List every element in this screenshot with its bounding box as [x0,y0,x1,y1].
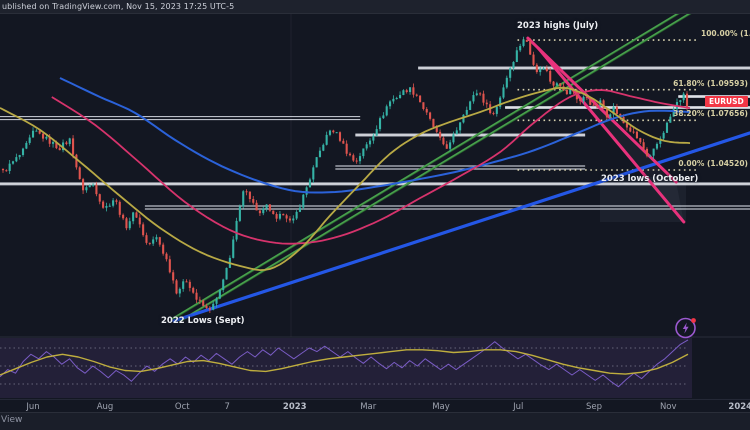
time-axis-label[interactable]: Jun [26,402,40,412]
time-axis-label[interactable]: Nov [659,402,677,412]
time-axis[interactable]: Jun Aug Oct 7 2023 Mar May Jul Sep Nov 2024 [0,399,750,413]
sr-band[interactable] [144,205,750,210]
fib-level-label: 0.00% (1.04520) [678,159,748,168]
green-channel-upper-edge [173,14,680,320]
symbol-price-tag: EURUSD [705,95,748,107]
time-axis-label[interactable]: 7 [224,402,230,412]
fib-level-label: 100.00% (1.12728) [701,29,750,39]
rsi-line [0,339,689,388]
magenta-downtrend-2[interactable] [536,46,686,224]
time-axis-label[interactable]: May [432,402,450,412]
time-axis-label[interactable]: 2024 [728,402,750,412]
publish-header-bar: ublished on TradingView.com, Nov 15, 202… [0,0,750,14]
time-axis-label[interactable]: 2023 [282,402,307,412]
fib-level-label: 61.80% (1.09593) [673,78,748,88]
bottom-bar: View [0,412,750,430]
time-axis-label[interactable]: Mar [360,402,377,412]
notification-dot [691,318,696,323]
rsi-signal-line [0,349,689,376]
ma-50-line[interactable] [0,86,691,272]
green-channel-lower-edge [181,14,692,322]
sr-band[interactable] [0,115,361,121]
fib-level-label: 38.20% (1.07656) [673,109,748,119]
green-channel-upper[interactable] [170,2,697,320]
annotation-2022-lows: 2022 Lows (Sept) [161,316,245,326]
rsi-pane[interactable] [0,338,692,398]
annotation-2023-lows: 2023 lows (October) [601,174,699,184]
magenta-downtrend-1[interactable] [526,36,678,184]
time-axis-label[interactable]: Jul [513,402,524,412]
ma-100-line[interactable] [51,89,691,245]
time-axis-label[interactable]: Sep [585,402,603,412]
time-axis-label[interactable]: Aug [96,402,114,412]
ma-200-line[interactable] [59,77,691,194]
lightning-bolt-icon [682,322,689,334]
time-axis-label[interactable]: Oct [174,402,190,412]
flash-button-circle [675,317,696,339]
publish-note: ublished on TradingView.com, Nov 15, 202… [2,2,235,11]
tradingview-watermark-fragment: View [1,415,23,425]
annotation-2023-highs: 2023 highs (July) [517,21,599,31]
flash-ideas-button[interactable] [674,316,698,340]
price-pane[interactable] [0,2,750,398]
green-channel-lower[interactable] [179,4,705,322]
blue-support-line[interactable] [172,131,750,323]
